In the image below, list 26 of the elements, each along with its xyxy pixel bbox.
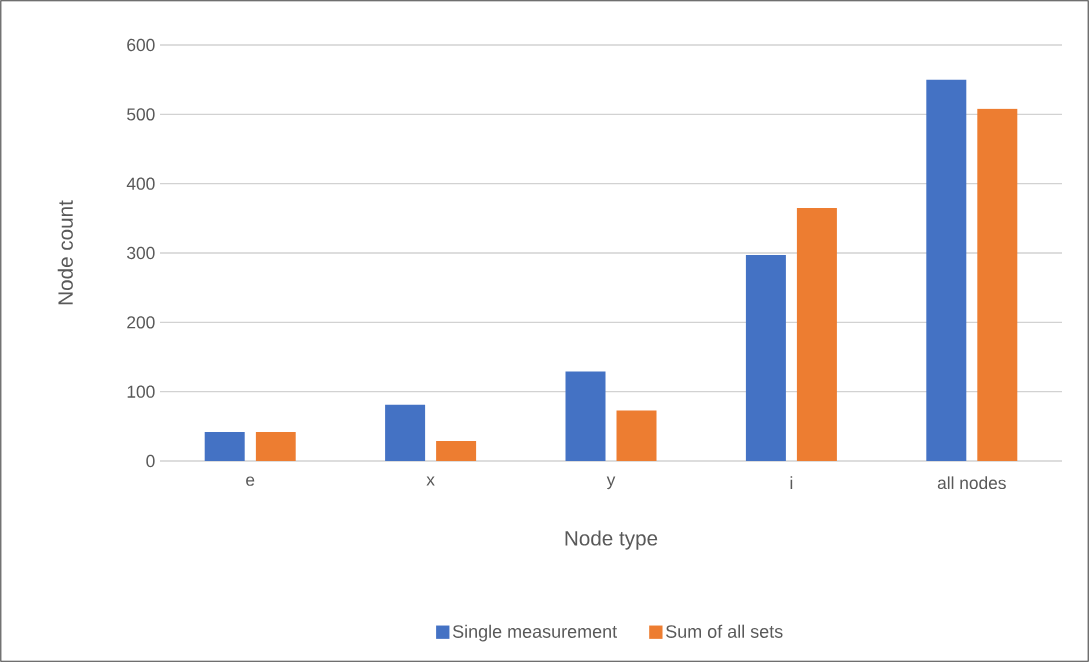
y-tick-label: 0	[146, 454, 155, 468]
bar	[436, 440, 477, 461]
bar	[385, 404, 426, 461]
bar	[204, 431, 245, 461]
legend-label: Single measurement	[452, 624, 618, 642]
bar	[565, 371, 606, 461]
y-tick-label: 100	[127, 385, 155, 398]
x-tick-label: e	[246, 476, 255, 486]
bar	[616, 410, 657, 461]
y-axis-title: Node count	[57, 200, 73, 305]
x-tick-label: y	[606, 476, 616, 490]
y-tick-label: 600	[127, 38, 155, 52]
bar	[926, 79, 967, 461]
bar	[977, 108, 1018, 461]
x-axis-title: Node type	[565, 530, 658, 550]
y-tick-label: 300	[127, 246, 155, 260]
legend-label: Sum of all sets	[666, 624, 783, 638]
y-tick-label: 500	[127, 108, 155, 121]
bar	[796, 207, 837, 461]
y-tick-label: 200	[127, 316, 155, 329]
y-tick-label: 400	[126, 177, 155, 190]
x-tick-label: x	[426, 476, 435, 486]
x-tick-label: i	[790, 476, 793, 489]
x-tick-label: all nodes	[937, 476, 1006, 490]
bar	[255, 431, 296, 461]
bar	[745, 255, 786, 461]
